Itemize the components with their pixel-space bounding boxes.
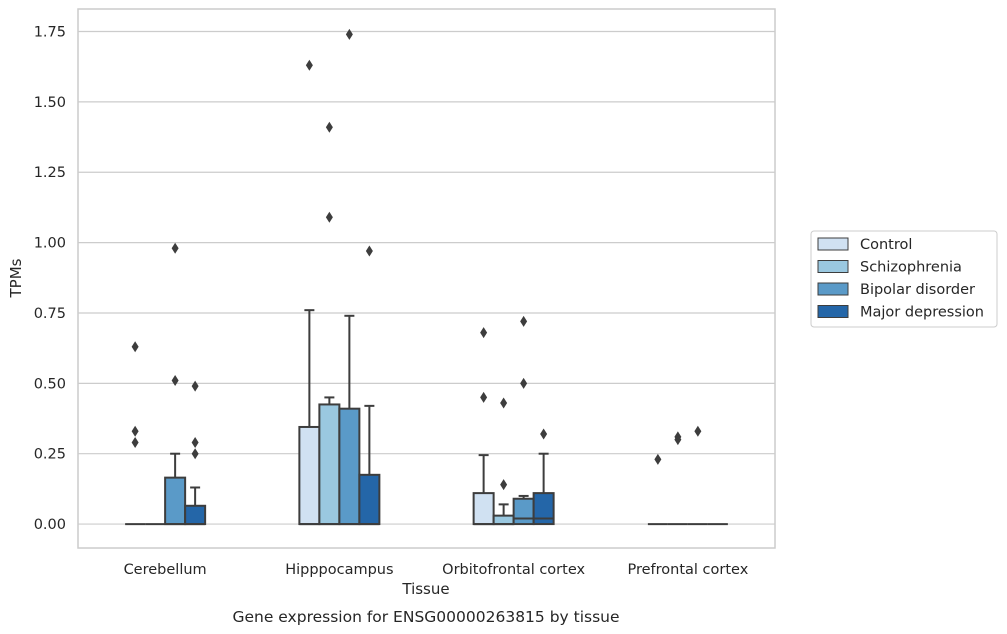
y-tick-label: 0.75 <box>34 306 66 322</box>
x-tick-label: Cerebellum <box>124 562 207 578</box>
box <box>338 407 361 526</box>
y-tick-label: 0.25 <box>34 447 66 463</box>
y-tick-label: 1.50 <box>34 95 66 111</box>
plot-frame <box>77 8 776 549</box>
outlier-point <box>674 434 682 446</box>
outlier-point <box>500 479 508 491</box>
outlier-point <box>191 448 199 460</box>
legend-swatch <box>817 237 849 251</box>
outlier-point <box>480 327 488 339</box>
box-group <box>338 28 361 526</box>
y-axis-ticks: 0.00 0.25 0.50 0.75 1.00 1.25 1.50 1.75 <box>34 25 66 534</box>
box-group <box>358 245 381 526</box>
legend-swatch <box>817 305 849 318</box>
y-tick-label: 0.50 <box>34 376 66 392</box>
box-group <box>492 397 515 526</box>
y-axis-title: TPMs <box>7 258 25 298</box>
outlier-point <box>365 245 373 257</box>
box-group <box>164 242 187 526</box>
legend-label: Schizophrenia <box>860 260 962 276</box>
legend: Control Schizophrenia Bipolar disorder Majo… <box>810 230 998 328</box>
outlier-point <box>694 425 702 437</box>
x-tick-label: Prefrontal cortex <box>627 562 748 578</box>
box <box>358 473 381 526</box>
box <box>164 476 187 526</box>
outlier-point <box>520 377 528 389</box>
outlier-point <box>131 436 139 448</box>
legend-swatch <box>817 282 849 296</box>
box <box>532 492 555 526</box>
box-group <box>647 453 668 526</box>
box-group <box>318 121 341 526</box>
y-tick-label: 1.75 <box>34 25 66 41</box>
legend-label: Bipolar disorder <box>860 282 975 298</box>
outlier-point <box>325 211 333 223</box>
outlier-point <box>131 341 139 353</box>
box-group <box>687 425 708 526</box>
y-tick-label: 1.25 <box>34 165 66 181</box>
box <box>472 492 495 526</box>
outlier-point <box>345 28 353 40</box>
outlier-point <box>171 375 179 387</box>
outlier-point <box>654 453 662 465</box>
x-axis-ticks: Cerebellum Hipppocampus Orbitofrontal cort… <box>124 562 749 578</box>
legend-frame <box>810 230 998 328</box>
outlier-point <box>191 380 199 392</box>
outlier-point <box>520 315 528 327</box>
box-group <box>472 327 495 526</box>
chart-caption: Gene expression for ENSG00000263815 by t… <box>232 608 619 626</box>
box-group <box>667 431 688 526</box>
outlier-point <box>305 59 313 71</box>
x-tick-label: Hipppocampus <box>285 562 393 578</box>
outlier-point <box>131 425 139 437</box>
y-tick-label: 0.00 <box>34 517 66 533</box>
outlier-point <box>171 242 179 254</box>
x-tick-label: Orbitofrontal cortex <box>442 562 585 578</box>
box-group <box>125 341 146 526</box>
box <box>184 504 207 526</box>
box <box>512 497 535 526</box>
legend-label: Major depression <box>860 305 984 321</box>
plot-background <box>78 9 775 548</box>
outlier-point <box>500 397 508 409</box>
box <box>298 425 321 526</box>
box-group <box>532 428 555 526</box>
x-axis-title: Tissue <box>401 580 449 598</box>
box <box>492 514 515 526</box>
outlier-point <box>325 121 333 133</box>
outlier-point <box>480 391 488 403</box>
outlier-point <box>191 436 199 448</box>
legend-swatch <box>817 260 849 273</box>
legend-label: Control <box>860 237 912 253</box>
box-group <box>512 315 535 526</box>
outlier-point <box>540 428 548 440</box>
y-tick-label: 1.00 <box>34 236 66 252</box>
box-group <box>184 380 207 526</box>
box-plot-series <box>125 28 728 526</box>
box <box>318 403 341 526</box>
